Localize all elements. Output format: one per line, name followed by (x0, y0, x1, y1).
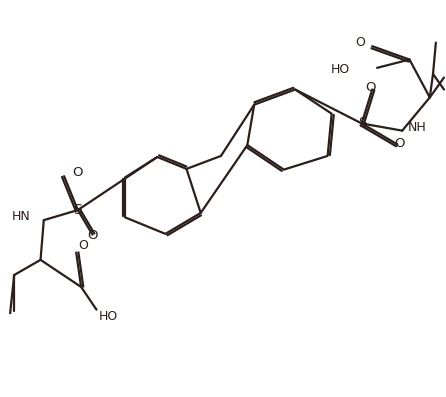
Text: S: S (358, 116, 367, 131)
Text: HO: HO (99, 310, 118, 324)
Text: O: O (355, 36, 365, 49)
Text: HN: HN (12, 210, 30, 223)
Text: O: O (87, 229, 98, 242)
Text: O: O (394, 137, 405, 150)
Text: O: O (78, 239, 88, 252)
Text: O: O (73, 166, 83, 179)
Text: S: S (74, 203, 82, 217)
Text: NH: NH (408, 121, 427, 133)
Text: HO: HO (330, 63, 350, 76)
Text: O: O (366, 81, 376, 94)
